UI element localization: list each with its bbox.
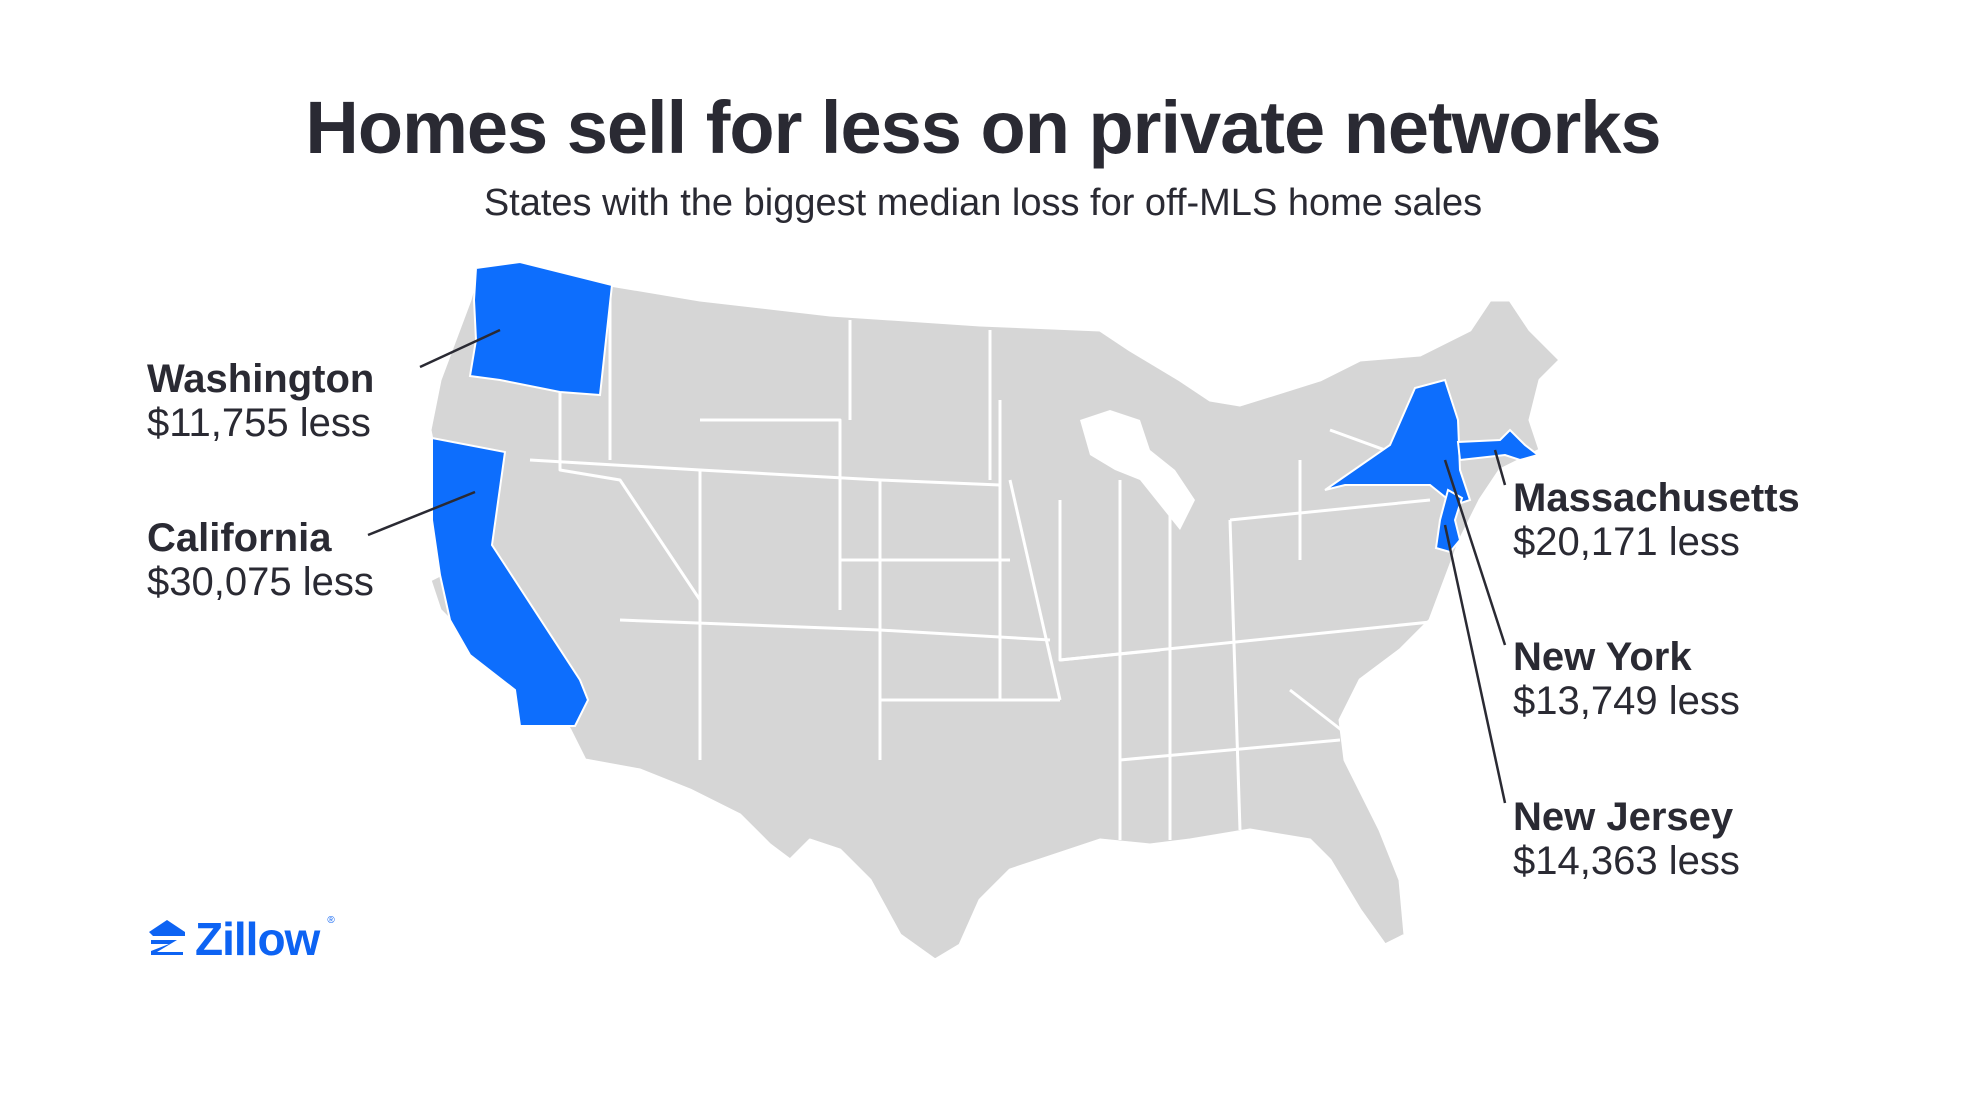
chart-subtitle: States with the biggest median loss for … bbox=[483, 182, 1483, 224]
chart-title: Homes sell for less on private networks bbox=[305, 86, 1661, 169]
label-new-jersey: New Jersey $14,363 less bbox=[1513, 795, 1740, 883]
leader-line-massachusetts bbox=[1493, 449, 1507, 486]
zillow-house-icon bbox=[147, 918, 187, 961]
state-value: $20,171 less bbox=[1513, 520, 1740, 564]
state-name: Massachusetts bbox=[1513, 476, 1800, 520]
leader-line-new-york bbox=[1443, 459, 1507, 646]
leader-lines bbox=[367, 328, 1507, 804]
registered-mark: ® bbox=[327, 915, 335, 926]
state-value: $13,749 less bbox=[1513, 679, 1740, 723]
state-value: $11,755 less bbox=[147, 401, 371, 445]
state-name: New York bbox=[1513, 635, 1692, 679]
state-value: $30,075 less bbox=[147, 560, 374, 604]
logo-wordmark: Zillow bbox=[195, 913, 320, 965]
zillow-logo: Zillow ® bbox=[147, 915, 335, 963]
label-washington: Washington $11,755 less bbox=[147, 357, 374, 445]
state-borders bbox=[529, 285, 1451, 840]
great-lakes bbox=[1080, 410, 1195, 530]
label-massachusetts: Massachusetts $20,171 less bbox=[1513, 476, 1800, 564]
state-value: $14,363 less bbox=[1513, 839, 1740, 883]
state-name: New Jersey bbox=[1513, 795, 1734, 839]
state-washington[interactable] bbox=[468, 260, 614, 397]
state-name: Washington bbox=[147, 357, 375, 401]
state-california[interactable] bbox=[431, 436, 590, 727]
state-new-york[interactable] bbox=[1324, 378, 1472, 507]
leader-line-washington bbox=[419, 328, 501, 369]
state-name: California bbox=[147, 516, 332, 560]
label-california: California $30,075 less bbox=[147, 516, 374, 604]
leader-line-new-jersey bbox=[1443, 524, 1507, 804]
label-new-york: New York $13,749 less bbox=[1513, 635, 1740, 723]
leader-line-california bbox=[367, 490, 476, 537]
state-new-jersey[interactable] bbox=[1434, 488, 1464, 554]
state-massachusetts[interactable] bbox=[1456, 428, 1541, 462]
